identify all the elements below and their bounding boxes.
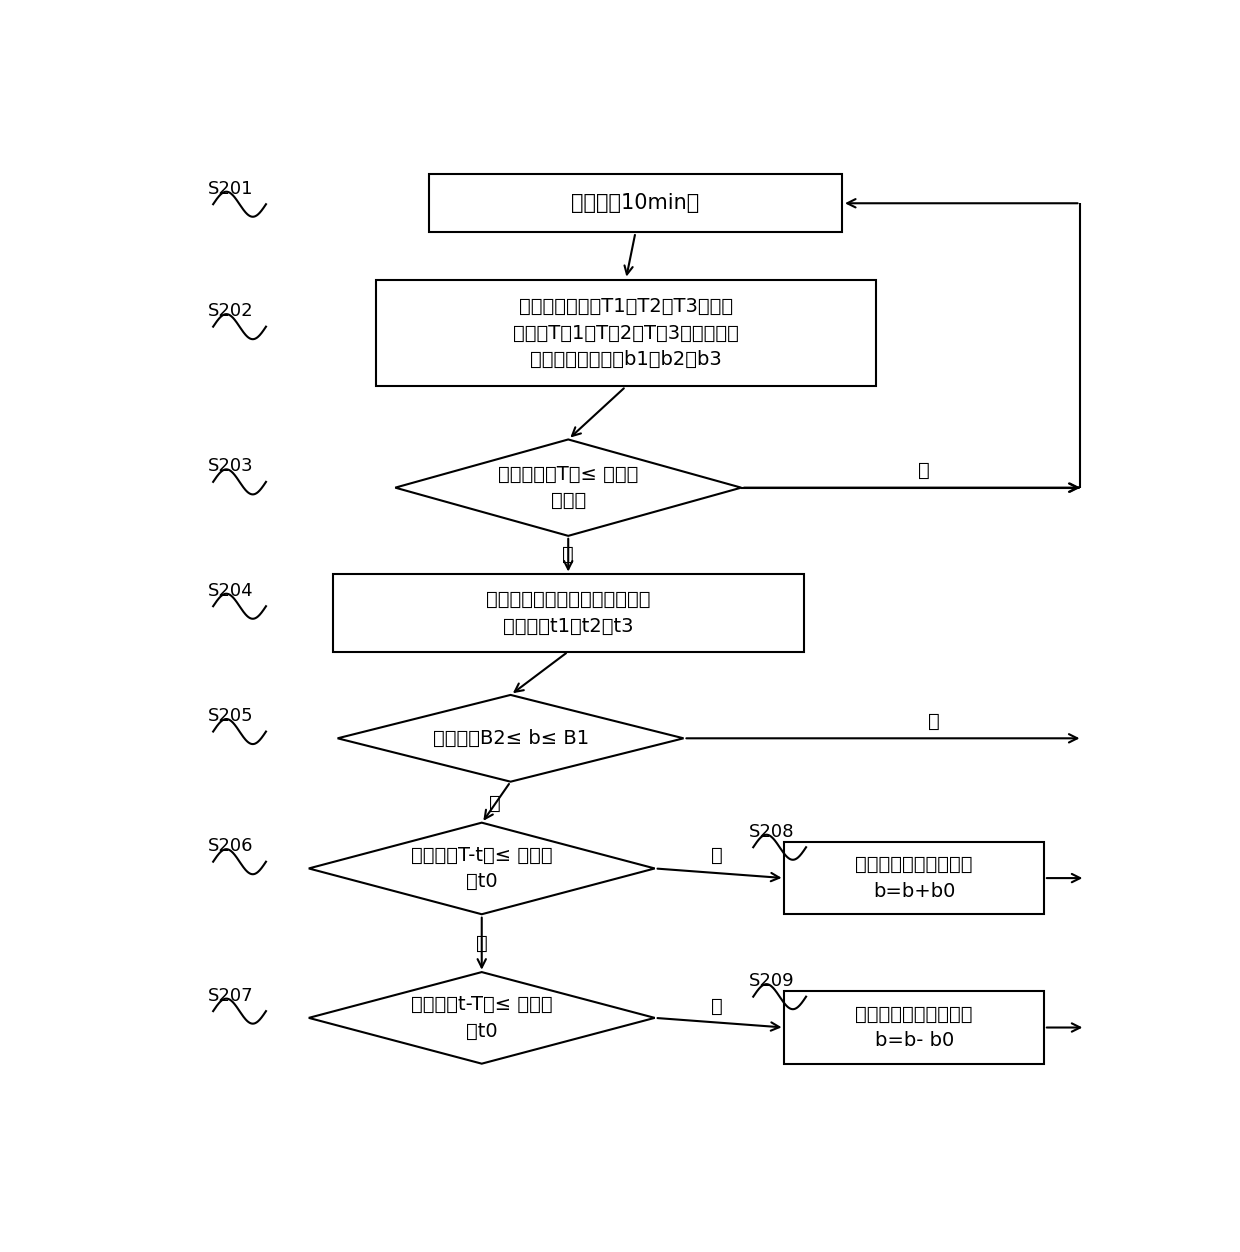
Polygon shape <box>337 695 683 781</box>
Text: 是: 是 <box>476 934 487 953</box>
Bar <box>785 841 1044 914</box>
Text: 是否满足B2≤ b≤ B1: 是否满足B2≤ b≤ B1 <box>433 729 589 747</box>
Text: 否: 否 <box>712 997 723 1015</box>
Text: 各内机电子膨胀阀步数
b=b+b0: 各内机电子膨胀阀步数 b=b+b0 <box>856 855 973 901</box>
Text: 各内机（T-t）≤ 调节温
差t0: 各内机（T-t）≤ 调节温 差t0 <box>410 845 553 891</box>
Text: S205: S205 <box>208 707 253 725</box>
Text: S207: S207 <box>208 987 253 1004</box>
Text: 根据各内机环温提取对应的露点
温度记为t1、t2、t3: 根据各内机环温提取对应的露点 温度记为t1、t2、t3 <box>486 590 651 636</box>
Bar <box>376 280 875 387</box>
Text: S201: S201 <box>208 180 253 198</box>
Text: S204: S204 <box>208 582 253 600</box>
Polygon shape <box>309 972 655 1064</box>
Polygon shape <box>396 439 742 536</box>
Text: 记录各内机管温T1、T2、T3，各内
机环温T环1、T环2、T环3，各内机对
应电子膨胀阀步数b1、b2、b3: 记录各内机管温T1、T2、T3，各内 机环温T环1、T环2、T环3，各内机对 应… <box>513 298 739 369</box>
Text: S203: S203 <box>208 457 253 476</box>
Bar <box>429 174 842 232</box>
Text: 各内机（t-T）≤ 调节温
差t0: 各内机（t-T）≤ 调节温 差t0 <box>410 995 553 1040</box>
Text: 是: 是 <box>490 794 501 814</box>
Text: 否: 否 <box>918 461 930 480</box>
Bar <box>785 992 1044 1064</box>
Text: 否: 否 <box>928 711 939 730</box>
Text: 各内机环温T环≤ 预设判
定温度: 各内机环温T环≤ 预设判 定温度 <box>498 464 639 511</box>
Text: S202: S202 <box>208 302 253 321</box>
Text: S206: S206 <box>208 838 253 855</box>
Text: 稳定运行10min后: 稳定运行10min后 <box>572 193 699 213</box>
Text: 是: 是 <box>563 545 574 563</box>
Text: S208: S208 <box>749 823 795 841</box>
Bar <box>332 575 804 651</box>
Text: S209: S209 <box>749 973 795 990</box>
Text: 各内机电子膨胀阀步数
b=b- b0: 各内机电子膨胀阀步数 b=b- b0 <box>856 1005 973 1050</box>
Text: 否: 否 <box>712 846 723 865</box>
Polygon shape <box>309 823 655 914</box>
